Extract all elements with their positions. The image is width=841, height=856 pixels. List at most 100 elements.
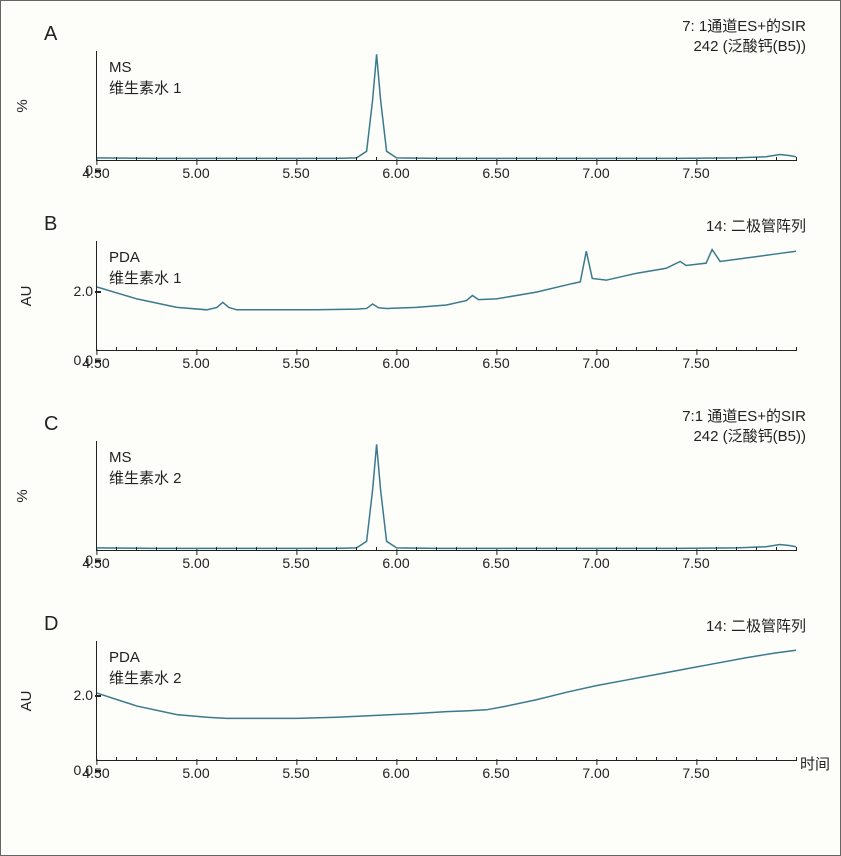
x-minor-tick — [256, 157, 257, 161]
x-minor-tick — [176, 757, 177, 761]
header-line: 7: 1通道ES+的SIR — [682, 17, 806, 37]
y-axis-label: % — [14, 99, 31, 112]
x-minor-tick — [356, 347, 357, 351]
x-minor-tick — [576, 547, 577, 551]
x-tick: 5.50 — [282, 555, 309, 571]
plot-area: 0MS维生素水 2 — [96, 441, 796, 551]
x-minor-tick — [156, 347, 157, 351]
x-minor-tick — [276, 547, 277, 551]
panel-a: A7: 1通道ES+的SIR242 (泛酸钙(B5))%0MS维生素水 14.5… — [46, 51, 806, 191]
x-minor-tick — [476, 757, 477, 761]
x-minor-tick — [636, 757, 637, 761]
x-minor-tick — [456, 547, 457, 551]
x-tick-row: 4.505.005.506.006.507.007.50 — [96, 551, 796, 575]
panel-c: C7:1 通道ES+的SIR242 (泛酸钙(B5))%0MS维生素水 24.5… — [46, 441, 806, 581]
chromatogram-trace — [97, 441, 796, 550]
x-minor-tick — [416, 347, 417, 351]
x-minor-tick — [576, 757, 577, 761]
x-tick: 6.00 — [382, 165, 409, 181]
chromatogram-trace — [97, 641, 796, 760]
x-minor-tick — [576, 347, 577, 351]
y-axis-label: AU — [18, 691, 35, 712]
x-minor-tick — [176, 347, 177, 351]
x-tick: 6.00 — [382, 555, 409, 571]
x-tick: 5.50 — [282, 765, 309, 781]
x-minor-tick — [676, 347, 677, 351]
x-minor-tick — [216, 157, 217, 161]
x-minor-tick — [316, 547, 317, 551]
x-minor-tick — [116, 547, 117, 551]
x-minor-tick — [476, 347, 477, 351]
x-tick: 6.50 — [482, 765, 509, 781]
x-minor-tick — [536, 757, 537, 761]
x-minor-tick — [676, 757, 677, 761]
x-minor-tick — [416, 157, 417, 161]
x-minor-tick — [676, 547, 677, 551]
panel-letter: C — [44, 413, 58, 436]
chromatogram-trace — [97, 51, 796, 160]
x-minor-tick — [656, 757, 657, 761]
x-minor-tick — [236, 547, 237, 551]
x-minor-tick — [456, 757, 457, 761]
x-tick: 6.00 — [382, 355, 409, 371]
x-minor-tick — [236, 157, 237, 161]
x-minor-tick — [216, 757, 217, 761]
x-minor-tick — [416, 547, 417, 551]
x-minor-tick — [516, 757, 517, 761]
chromatogram-figure: A7: 1通道ES+的SIR242 (泛酸钙(B5))%0MS维生素水 14.5… — [0, 0, 841, 856]
x-minor-tick — [276, 757, 277, 761]
x-minor-tick — [376, 347, 377, 351]
x-minor-tick — [776, 547, 777, 551]
x-minor-tick — [796, 157, 797, 161]
x-tick-row: 4.505.005.506.006.507.007.50 — [96, 351, 796, 375]
x-tick: 7.50 — [682, 355, 709, 371]
x-tick: 4.50 — [82, 355, 109, 371]
x-minor-tick — [736, 157, 737, 161]
x-tick: 5.00 — [182, 355, 209, 371]
x-minor-tick — [156, 157, 157, 161]
x-minor-tick — [436, 547, 437, 551]
x-minor-tick — [376, 157, 377, 161]
header-line: 14: 二极管阵列 — [706, 217, 806, 237]
x-minor-tick — [436, 757, 437, 761]
x-minor-tick — [716, 547, 717, 551]
x-minor-tick — [136, 157, 137, 161]
x-minor-tick — [156, 547, 157, 551]
x-minor-tick — [616, 757, 617, 761]
x-minor-tick — [116, 157, 117, 161]
panel-d: D14: 二极管阵列AU0.02.0PDA维生素水 24.505.005.506… — [46, 641, 806, 791]
x-minor-tick — [736, 547, 737, 551]
header-line: 14: 二极管阵列 — [706, 617, 806, 637]
x-minor-tick — [256, 347, 257, 351]
x-minor-tick — [636, 347, 637, 351]
x-minor-tick — [476, 547, 477, 551]
x-tick: 4.50 — [82, 555, 109, 571]
x-minor-tick — [796, 757, 797, 761]
x-minor-tick — [736, 757, 737, 761]
x-minor-tick — [456, 347, 457, 351]
x-tick: 4.50 — [82, 765, 109, 781]
x-minor-tick — [516, 547, 517, 551]
x-axis-label: 时间 — [800, 753, 830, 774]
y-tick: 2.0 — [59, 687, 93, 703]
x-minor-tick — [476, 157, 477, 161]
panel-header: 14: 二极管阵列 — [706, 217, 806, 237]
x-minor-tick — [636, 547, 637, 551]
x-minor-tick — [176, 547, 177, 551]
x-minor-tick — [716, 157, 717, 161]
x-minor-tick — [576, 157, 577, 161]
panel-b: B14: 二极管阵列AU0.02.0PDA维生素水 14.505.005.506… — [46, 241, 806, 381]
x-tick: 6.50 — [482, 355, 509, 371]
x-tick: 5.00 — [182, 165, 209, 181]
panel-letter: A — [44, 23, 57, 46]
x-minor-tick — [556, 757, 557, 761]
x-minor-tick — [216, 347, 217, 351]
x-minor-tick — [616, 347, 617, 351]
x-tick: 7.00 — [582, 555, 609, 571]
x-minor-tick — [316, 157, 317, 161]
x-minor-tick — [656, 157, 657, 161]
x-tick-row: 4.505.005.506.006.507.007.50 — [96, 161, 796, 185]
x-minor-tick — [716, 757, 717, 761]
x-tick: 6.50 — [482, 555, 509, 571]
x-minor-tick — [556, 347, 557, 351]
